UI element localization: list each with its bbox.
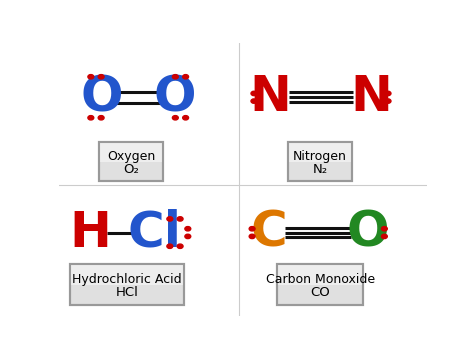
Text: N₂: N₂ <box>312 163 328 176</box>
Text: O: O <box>80 73 123 121</box>
Text: N: N <box>249 73 292 121</box>
Circle shape <box>177 217 183 221</box>
Text: Nitrogen: Nitrogen <box>293 150 347 163</box>
FancyBboxPatch shape <box>70 264 184 284</box>
Circle shape <box>249 234 255 239</box>
FancyBboxPatch shape <box>288 142 352 181</box>
Circle shape <box>185 234 191 239</box>
Text: O: O <box>346 209 389 257</box>
Text: CO: CO <box>310 286 330 299</box>
Circle shape <box>173 75 178 79</box>
Circle shape <box>185 226 191 231</box>
Circle shape <box>385 99 391 103</box>
FancyBboxPatch shape <box>277 264 363 305</box>
Circle shape <box>249 226 255 231</box>
FancyBboxPatch shape <box>99 142 163 181</box>
Circle shape <box>98 116 104 120</box>
Text: Oxygen: Oxygen <box>107 150 155 163</box>
Text: Cl: Cl <box>128 209 182 257</box>
Circle shape <box>382 226 387 231</box>
Text: O: O <box>154 73 196 121</box>
Circle shape <box>88 116 94 120</box>
Circle shape <box>88 75 94 79</box>
Circle shape <box>167 217 173 221</box>
Circle shape <box>251 91 257 95</box>
Circle shape <box>177 244 183 248</box>
FancyBboxPatch shape <box>70 264 184 305</box>
FancyBboxPatch shape <box>288 142 352 162</box>
Circle shape <box>173 116 178 120</box>
Text: N: N <box>351 73 392 121</box>
Circle shape <box>385 91 391 95</box>
Circle shape <box>382 234 387 239</box>
FancyBboxPatch shape <box>277 264 363 284</box>
Circle shape <box>98 75 104 79</box>
FancyBboxPatch shape <box>99 142 163 162</box>
Text: C: C <box>250 209 287 257</box>
Text: H: H <box>70 209 111 257</box>
Circle shape <box>167 244 173 248</box>
Text: HCl: HCl <box>116 286 139 299</box>
Circle shape <box>251 99 257 103</box>
Text: Hydrochloric Acid: Hydrochloric Acid <box>73 273 182 286</box>
Circle shape <box>182 75 189 79</box>
Circle shape <box>182 116 189 120</box>
Text: Carbon Monoxide: Carbon Monoxide <box>265 273 374 286</box>
Text: O₂: O₂ <box>123 163 139 176</box>
